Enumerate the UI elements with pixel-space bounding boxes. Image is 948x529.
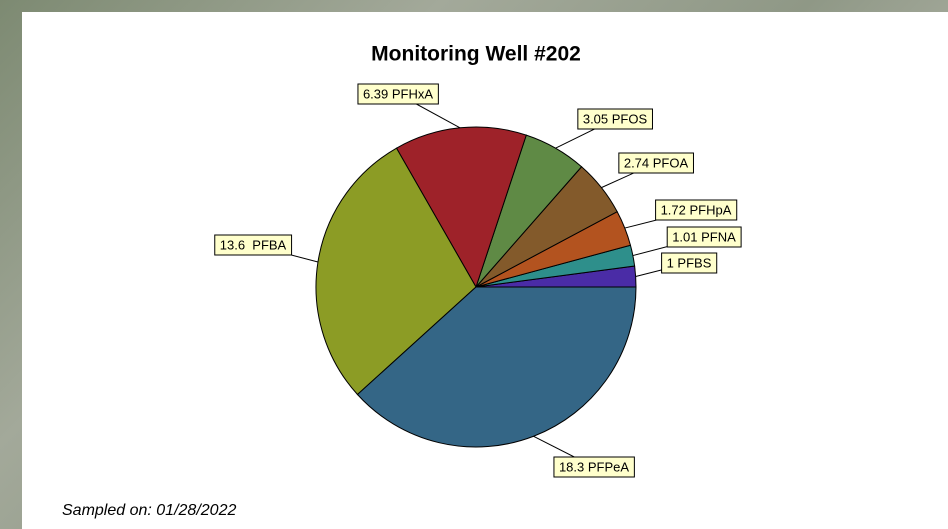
data-label: 6.39 PFHxA bbox=[363, 86, 433, 101]
data-label: 3.05 PFOS bbox=[583, 111, 648, 126]
data-label: 2.74 PFOA bbox=[624, 155, 689, 170]
data-label: 1.01 PFNA bbox=[672, 229, 736, 244]
data-label: 1 PFBS bbox=[667, 255, 712, 270]
data-label: 1.72 PFHpA bbox=[661, 202, 732, 217]
page: Monitoring Well #202 Sampled on: 01/28/2… bbox=[0, 0, 948, 529]
data-label: 18.3 PFPeA bbox=[559, 459, 629, 474]
chart-title: Monitoring Well #202 bbox=[371, 43, 581, 66]
footnote: Sampled on: 01/28/2022 bbox=[62, 502, 236, 519]
data-label: 13.6 PFBA bbox=[220, 237, 287, 252]
chart: Monitoring Well #202 Sampled on: 01/28/2… bbox=[0, 0, 948, 529]
pie bbox=[316, 127, 636, 447]
